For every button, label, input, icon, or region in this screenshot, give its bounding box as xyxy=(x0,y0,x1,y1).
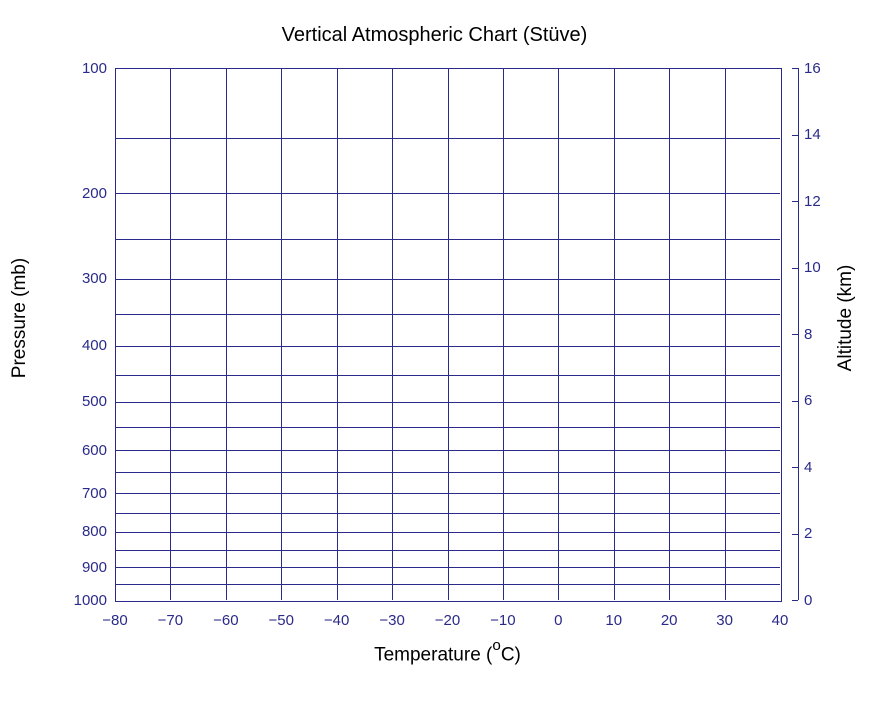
x-gridline xyxy=(725,68,726,600)
plot-area xyxy=(115,68,782,602)
y-right-tick-label: 14 xyxy=(804,126,821,143)
x-tick-label: −80 xyxy=(85,612,145,629)
y-left-gridline xyxy=(115,279,780,280)
y-left-tick-label: 200 xyxy=(82,185,107,202)
y-left-gridline-minor xyxy=(115,427,780,428)
y-left-tick-label: 100 xyxy=(82,60,107,77)
y-left-gridline xyxy=(115,532,780,533)
y-left-gridline xyxy=(115,450,780,451)
x-tick-label: −50 xyxy=(251,612,311,629)
y-right-tick xyxy=(792,201,798,202)
y-left-tick-label: 900 xyxy=(82,559,107,576)
x-tick-label: 40 xyxy=(750,612,810,629)
y-left-gridline xyxy=(115,346,780,347)
chart-container: Vertical Atmospheric Chart (Stüve) Press… xyxy=(0,0,869,713)
x-gridline xyxy=(614,68,615,600)
y-left-tick-label: 600 xyxy=(82,442,107,459)
chart-title: Vertical Atmospheric Chart (Stüve) xyxy=(0,24,869,47)
y-right-tick-label: 16 xyxy=(804,60,821,77)
y-left-gridline-minor xyxy=(115,472,780,473)
y-right-tick xyxy=(792,467,798,468)
x-tick-label: 0 xyxy=(528,612,588,629)
x-gridline xyxy=(337,68,338,600)
y-right-tick-label: 2 xyxy=(804,525,812,542)
y-right-tick-label: 8 xyxy=(804,326,812,343)
y-left-tick-label: 700 xyxy=(82,485,107,502)
y-left-tick-label: 300 xyxy=(82,270,107,287)
x-gridline xyxy=(669,68,670,600)
x-tick-label: 30 xyxy=(695,612,755,629)
x-axis-unit-super: o xyxy=(492,637,500,654)
x-tick-label: −30 xyxy=(362,612,422,629)
y-right-tick xyxy=(792,600,798,601)
y-left-gridline xyxy=(115,567,780,568)
y-left-gridline-minor xyxy=(115,314,780,315)
x-tick-label: 20 xyxy=(639,612,699,629)
y-left-gridline-minor xyxy=(115,375,780,376)
y-left-gridline-minor xyxy=(115,138,780,139)
y-left-gridline-minor xyxy=(115,550,780,551)
x-gridline xyxy=(226,68,227,600)
y-right-tick-label: 4 xyxy=(804,459,812,476)
x-tick-label: 10 xyxy=(584,612,644,629)
x-gridline xyxy=(392,68,393,600)
y-right-tick xyxy=(792,334,798,335)
y-right-tick xyxy=(792,401,798,402)
y-left-gridline-minor xyxy=(115,584,780,585)
x-tick-label: −40 xyxy=(307,612,367,629)
x-axis-label-text: Temperature xyxy=(374,644,481,665)
y-right-tick-label: 0 xyxy=(804,592,812,609)
y-right-axis-line xyxy=(798,68,799,600)
y-right-tick xyxy=(792,68,798,69)
y-right-tick xyxy=(792,135,798,136)
x-tick-label: −20 xyxy=(418,612,478,629)
x-gridline xyxy=(170,68,171,600)
x-tick-label: −60 xyxy=(196,612,256,629)
x-gridline xyxy=(503,68,504,600)
x-axis-unit-suffix: C) xyxy=(501,644,521,665)
x-tick-label: −10 xyxy=(473,612,533,629)
y-right-tick-label: 6 xyxy=(804,392,812,409)
y-left-gridline xyxy=(115,493,780,494)
y-left-tick-label: 800 xyxy=(82,523,107,540)
y-right-tick xyxy=(792,534,798,535)
x-tick-label: −70 xyxy=(140,612,200,629)
x-gridline xyxy=(281,68,282,600)
y-left-axis-label: Pressure (mb) xyxy=(9,218,31,418)
x-gridline xyxy=(448,68,449,600)
y-left-gridline-minor xyxy=(115,239,780,240)
x-axis-label: Temperature (oC) xyxy=(115,640,780,666)
y-left-tick-label: 1000 xyxy=(74,592,107,609)
y-left-gridline xyxy=(115,193,780,194)
x-gridline xyxy=(558,68,559,600)
y-left-tick-label: 400 xyxy=(82,337,107,354)
y-right-tick-label: 10 xyxy=(804,259,821,276)
y-right-axis-label: Altitude (km) xyxy=(835,218,857,418)
y-left-gridline-minor xyxy=(115,513,780,514)
y-left-gridline xyxy=(115,402,780,403)
y-left-tick-label: 500 xyxy=(82,393,107,410)
y-right-tick-label: 12 xyxy=(804,193,821,210)
y-right-tick xyxy=(792,268,798,269)
